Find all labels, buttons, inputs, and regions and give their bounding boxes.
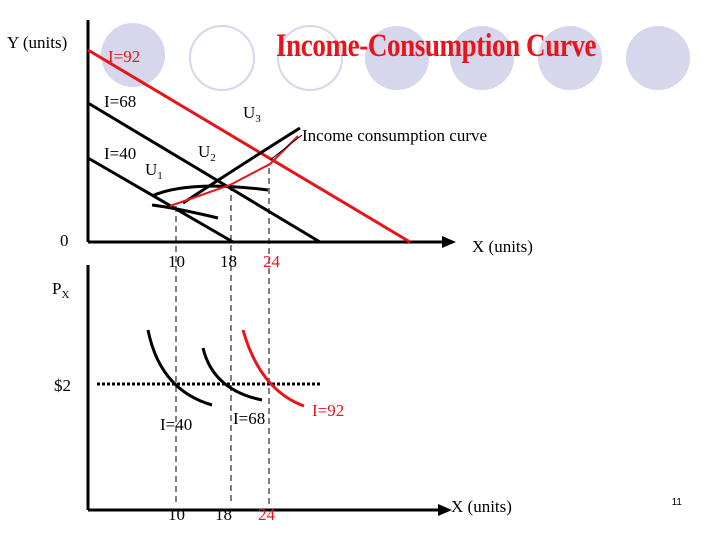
income-consumption-curve-label: Income consumption curve	[302, 126, 488, 145]
bottom-curve-label-i68: I=68	[233, 409, 266, 428]
slide-title: Income-Consumption Curve	[276, 28, 597, 64]
budget-line-i40	[87, 156, 234, 244]
decor-circle	[450, 26, 514, 90]
bottom-x-tick-24: 24	[258, 505, 275, 524]
budget-label-i40: I=40	[104, 144, 137, 163]
budget-line-i92	[87, 48, 411, 244]
budget-line-i68	[87, 101, 321, 244]
icc-label-leader	[269, 134, 303, 161]
bottom-curve-label-i92: I=92	[312, 401, 345, 420]
bottom-x-axis-label: X (units)	[451, 497, 512, 516]
top-x-tick-10: 10	[168, 252, 185, 271]
budget-label-i92: I=92	[108, 47, 141, 66]
curve-label-u1: U1	[145, 160, 163, 182]
bottom-curve-label-i40: I=40	[160, 415, 193, 434]
bottom-curve-i92	[241, 329, 305, 408]
income-consumption-curve	[169, 135, 299, 207]
indifference-curve-u2	[151, 184, 269, 198]
decor-circle	[626, 26, 690, 90]
bottom-x-tick-10: 10	[168, 505, 185, 524]
top-x-tick-18: 18	[220, 252, 237, 271]
decor-circle	[189, 25, 255, 91]
bottom-x-axis-arrow	[438, 504, 452, 516]
price-label: $2	[54, 376, 71, 395]
curve-label-u3: U3	[243, 103, 261, 125]
indifference-curve-u1	[151, 203, 219, 220]
curve-label-u2: U2	[198, 142, 216, 164]
decor-circle	[101, 23, 165, 87]
decor-circle	[365, 26, 429, 90]
bottom-y-axis-label: PX	[52, 279, 70, 301]
budget-label-i68: I=68	[104, 92, 137, 111]
bottom-x-tick-18: 18	[215, 505, 232, 524]
page-number: 11	[671, 497, 682, 508]
decor-circle	[538, 26, 602, 90]
decor-circle	[277, 25, 343, 91]
bottom-curve-i40	[146, 329, 213, 407]
top-x-axis-arrow	[442, 236, 456, 248]
top-x-tick-24: 24	[263, 252, 280, 271]
origin-label: 0	[60, 231, 69, 250]
top-y-axis-label: Y (units)	[7, 33, 68, 52]
top-x-axis-label: X (units)	[472, 237, 533, 256]
bottom-curve-i68	[201, 347, 263, 402]
indifference-curve-u3	[182, 126, 301, 205]
